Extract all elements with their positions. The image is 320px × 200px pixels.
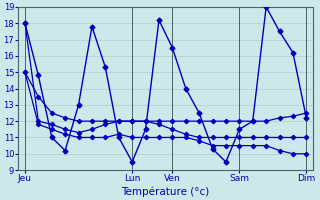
X-axis label: Température (°c): Température (°c) <box>122 186 210 197</box>
